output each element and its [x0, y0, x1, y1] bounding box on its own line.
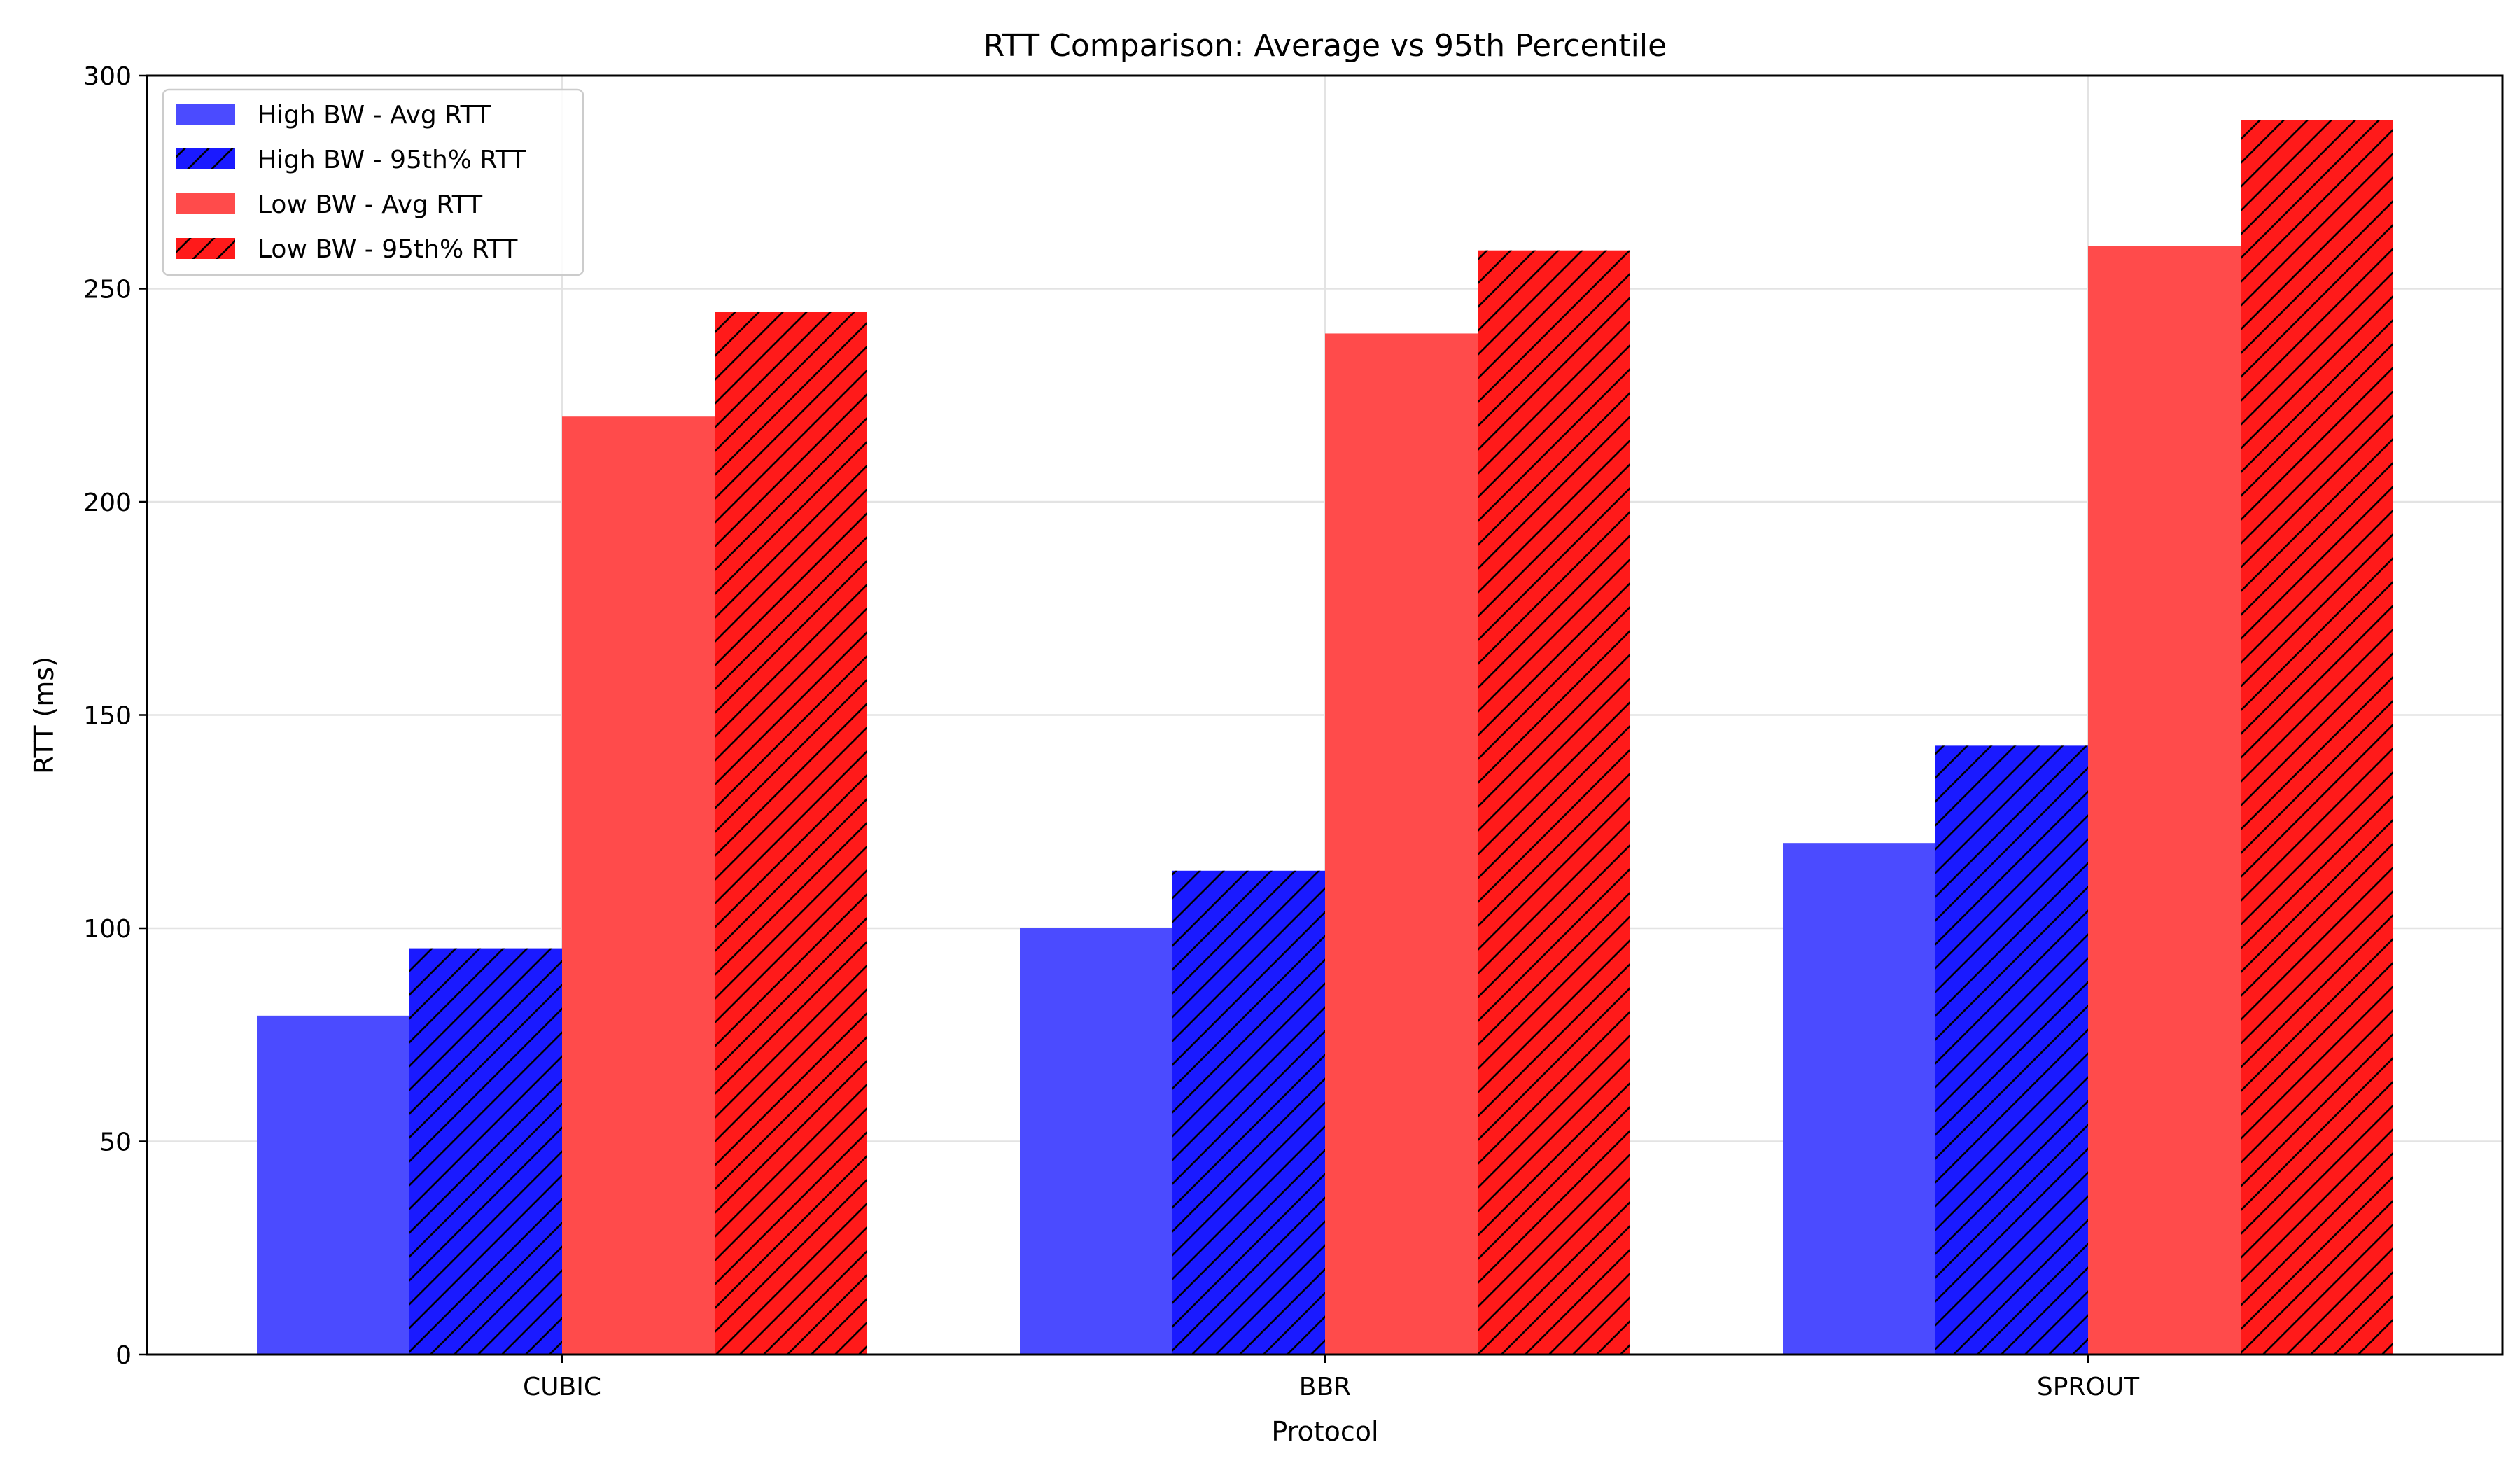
legend-swatch	[176, 193, 235, 214]
bars	[257, 120, 2393, 1355]
y-tick-label: 150	[83, 702, 132, 731]
bar-sprout-series-3	[2088, 246, 2241, 1355]
legend-swatch	[176, 104, 235, 125]
y-tick-label: 100	[83, 915, 132, 944]
x-tick-label: SPROUT	[2037, 1373, 2140, 1401]
x-axis: CUBIC BBR SPROUT	[523, 1354, 2140, 1401]
bar-cubic-series-3	[562, 416, 715, 1355]
chart-title: RTT Comparison: Average vs 95th Percenti…	[983, 28, 1667, 64]
legend: High BW - Avg RTT High BW - 95th% RTT Low …	[162, 88, 584, 276]
bar-hatch-overlay	[1935, 746, 2088, 1354]
bar-hatch-overlay	[2241, 120, 2393, 1354]
y-tick-label: 250	[83, 276, 132, 304]
bar-hatch-overlay	[410, 948, 562, 1354]
bar-hatch-overlay	[1478, 250, 1630, 1355]
bar-bbr-series-1	[1020, 928, 1172, 1354]
x-tick-label: BBR	[1299, 1373, 1351, 1401]
bar-sprout-series-1	[1783, 843, 1935, 1354]
y-tick-label: 200	[83, 489, 132, 517]
legend-box	[162, 88, 584, 276]
legend-label: High BW - 95th% RTT	[258, 146, 526, 174]
legend-label: Low BW - 95th% RTT	[258, 235, 518, 264]
bar-bbr-series-3	[1325, 333, 1478, 1354]
x-axis-label: Protocol	[1271, 1416, 1378, 1447]
x-tick-label: CUBIC	[523, 1373, 601, 1401]
y-axis: 0 50 100 150 200 250 300	[83, 62, 147, 1370]
legend-label: High BW - Avg RTT	[258, 101, 491, 130]
legend-swatch-hatch	[176, 148, 235, 169]
y-axis-label: RTT (ms)	[29, 657, 59, 774]
bar-hatch-overlay	[715, 312, 867, 1354]
legend-swatch-hatch	[176, 238, 235, 259]
bar-cubic-series-1	[257, 1015, 410, 1354]
y-tick-label: 50	[99, 1128, 132, 1157]
legend-label: Low BW - Avg RTT	[258, 190, 483, 219]
y-tick-label: 0	[115, 1341, 132, 1370]
bar-hatch-overlay	[1172, 870, 1325, 1354]
y-tick-label: 300	[83, 62, 132, 91]
